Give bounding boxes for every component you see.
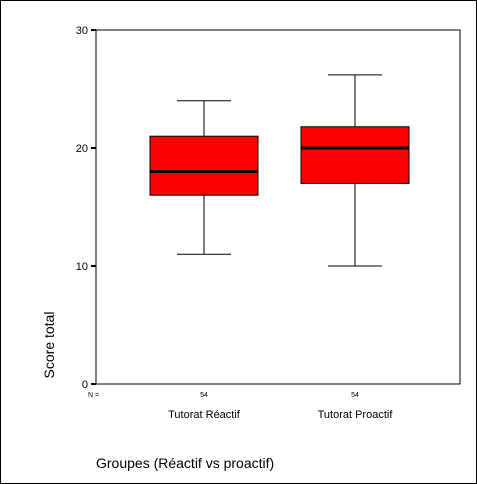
y-axis: 0 10 20 30 bbox=[76, 25, 96, 391]
boxes: 54 Tutorat Réactif 54 Tutorat Proactif bbox=[149, 74, 410, 421]
box bbox=[300, 126, 410, 184]
box bbox=[149, 135, 259, 196]
box-group: 54 Tutorat Proactif bbox=[300, 74, 410, 421]
n-value: 54 bbox=[200, 392, 208, 399]
y-tick-label: 20 bbox=[76, 143, 88, 155]
y-axis-label: Score total bbox=[41, 312, 57, 379]
y-tick-label: 0 bbox=[82, 379, 88, 391]
plot-area bbox=[95, 29, 461, 385]
x-tick-label: Tutorat Réactif bbox=[168, 409, 241, 421]
x-axis-label: Groupes (Réactif vs proactif) bbox=[96, 455, 274, 471]
x-tick-label: Tutorat Proactif bbox=[318, 409, 394, 421]
n-value: 54 bbox=[351, 392, 359, 399]
y-tick-label: 10 bbox=[76, 261, 88, 273]
n-label: N = bbox=[88, 392, 99, 399]
box-group: 54 Tutorat Réactif bbox=[149, 100, 259, 421]
y-tick-label: 30 bbox=[76, 25, 88, 37]
